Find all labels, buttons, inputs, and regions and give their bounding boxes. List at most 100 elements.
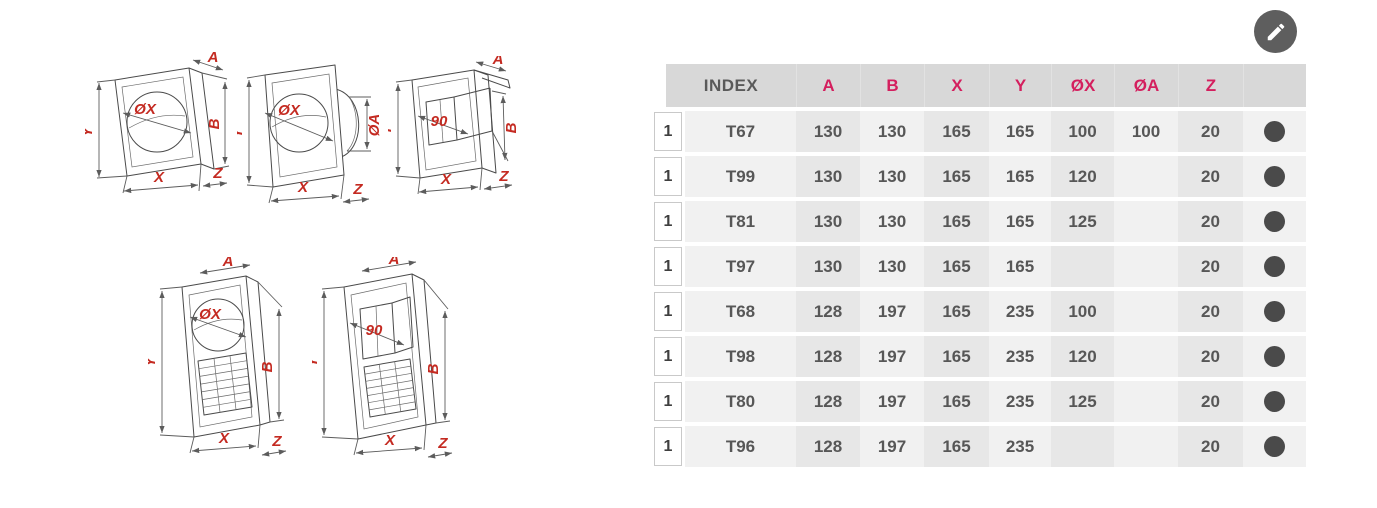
cell-a: 130 <box>796 246 860 287</box>
dim-label-z: Z <box>437 435 448 452</box>
cell-swatch <box>1243 111 1306 152</box>
cell-oa: 100 <box>1114 111 1178 152</box>
cell-x: 165 <box>924 336 989 377</box>
cell-a: 130 <box>796 156 860 197</box>
cell-oa <box>1114 201 1178 242</box>
dim-label-duct: 90 <box>366 322 383 339</box>
cell-x: 165 <box>924 156 989 197</box>
cell-index: T96 <box>685 426 796 467</box>
cell-ox <box>1051 426 1114 467</box>
dim-label-b: B <box>206 118 223 129</box>
cell-a: 128 <box>796 336 860 377</box>
color-swatch <box>1264 301 1285 322</box>
quantity-input[interactable]: 1 <box>654 427 682 466</box>
cell-b: 197 <box>860 336 924 377</box>
dim-label-a: A <box>207 52 219 66</box>
spec-table: INDEX A B X Y ØX ØA Z 1 T67 130 130 165 … <box>654 64 1306 471</box>
cell-y: 165 <box>989 201 1051 242</box>
cell-swatch <box>1243 246 1306 287</box>
color-swatch <box>1264 211 1285 232</box>
cell-b: 197 <box>860 381 924 422</box>
edit-button[interactable] <box>1254 10 1297 53</box>
dim-label-ox: ØX <box>134 101 157 118</box>
cell-b: 130 <box>860 201 924 242</box>
cell-ox: 125 <box>1051 201 1114 242</box>
cell-index: T80 <box>685 381 796 422</box>
cell-index: T98 <box>685 336 796 377</box>
cell-y: 165 <box>989 111 1051 152</box>
cell-a: 130 <box>796 111 860 152</box>
column-header-ox: ØX <box>1051 64 1114 107</box>
cell-z: 20 <box>1178 336 1243 377</box>
drawing-tall-grille-rect-duct: A Y B X Z 90 <box>312 257 453 459</box>
cell-z: 20 <box>1178 111 1243 152</box>
cell-a: 128 <box>796 291 860 332</box>
cell-ox: 125 <box>1051 381 1114 422</box>
cell-oa <box>1114 246 1178 287</box>
dim-label-z: Z <box>212 165 223 182</box>
cell-swatch <box>1243 156 1306 197</box>
color-swatch <box>1264 121 1285 142</box>
quantity-input[interactable]: 1 <box>654 112 682 151</box>
quantity-input[interactable]: 1 <box>654 202 682 241</box>
dim-label-a: A <box>222 257 234 270</box>
dim-label-a: A <box>388 257 400 268</box>
cell-z: 20 <box>1178 201 1243 242</box>
drawing-square-grille-rect-duct: Y A B X Z 90 <box>388 56 520 195</box>
cell-swatch <box>1243 201 1306 242</box>
cell-x: 165 <box>924 291 989 332</box>
cell-oa <box>1114 336 1178 377</box>
table-header-row: INDEX A B X Y ØX ØA Z <box>666 64 1306 107</box>
drawing-square-grille-round-hole: Y A B X Z ØX <box>85 52 230 194</box>
cell-b: 197 <box>860 291 924 332</box>
dim-label-z: Z <box>352 181 363 198</box>
cell-y: 165 <box>989 246 1051 287</box>
dim-label-oa: ØA <box>366 114 383 137</box>
table-row: 1 T99 130 130 165 165 120 20 <box>654 156 1306 197</box>
cell-z: 20 <box>1178 291 1243 332</box>
cell-x: 165 <box>924 201 989 242</box>
table-row: 1 T96 128 197 165 235 20 <box>654 426 1306 467</box>
dim-label-duct: 90 <box>431 113 448 130</box>
cell-ox: 100 <box>1051 111 1114 152</box>
color-swatch <box>1264 436 1285 457</box>
quantity-input[interactable]: 1 <box>654 292 682 331</box>
quantity-input[interactable]: 1 <box>654 337 682 376</box>
cell-z: 20 <box>1178 246 1243 287</box>
cell-x: 165 <box>924 246 989 287</box>
cell-z: 20 <box>1178 381 1243 422</box>
color-swatch <box>1264 166 1285 187</box>
dim-label-b: B <box>503 122 520 133</box>
color-swatch <box>1264 346 1285 367</box>
dim-label-x: X <box>384 432 396 449</box>
cell-index: T81 <box>685 201 796 242</box>
dim-label-b: B <box>259 361 276 372</box>
dim-label-y: Y <box>85 125 96 137</box>
dim-label-x: X <box>153 169 165 186</box>
quantity-input[interactable]: 1 <box>654 382 682 421</box>
quantity-input[interactable]: 1 <box>654 247 682 286</box>
dim-label-y: Y <box>148 355 159 367</box>
cell-index: T99 <box>685 156 796 197</box>
dim-label-ox: ØX <box>278 102 301 119</box>
cell-a: 128 <box>796 426 860 467</box>
cell-index: T97 <box>685 246 796 287</box>
column-header-x: X <box>924 64 989 107</box>
cell-y: 235 <box>989 381 1051 422</box>
cell-ox: 120 <box>1051 156 1114 197</box>
column-header-a: A <box>796 64 860 107</box>
table-row: 1 T80 128 197 165 235 125 20 <box>654 381 1306 422</box>
table-row: 1 T67 130 130 165 165 100 100 20 <box>654 111 1306 152</box>
cell-ox <box>1051 246 1114 287</box>
cell-oa <box>1114 426 1178 467</box>
drawing-square-grille-round-duct: Y ØA ØX X Z <box>237 64 383 204</box>
cell-x: 165 <box>924 111 989 152</box>
column-header-b: B <box>860 64 924 107</box>
column-header-swatch <box>1243 64 1306 107</box>
cell-swatch <box>1243 336 1306 377</box>
quantity-input[interactable]: 1 <box>654 157 682 196</box>
column-header-oa: ØA <box>1114 64 1178 107</box>
cell-a: 128 <box>796 381 860 422</box>
table-row: 1 T68 128 197 165 235 100 20 <box>654 291 1306 332</box>
